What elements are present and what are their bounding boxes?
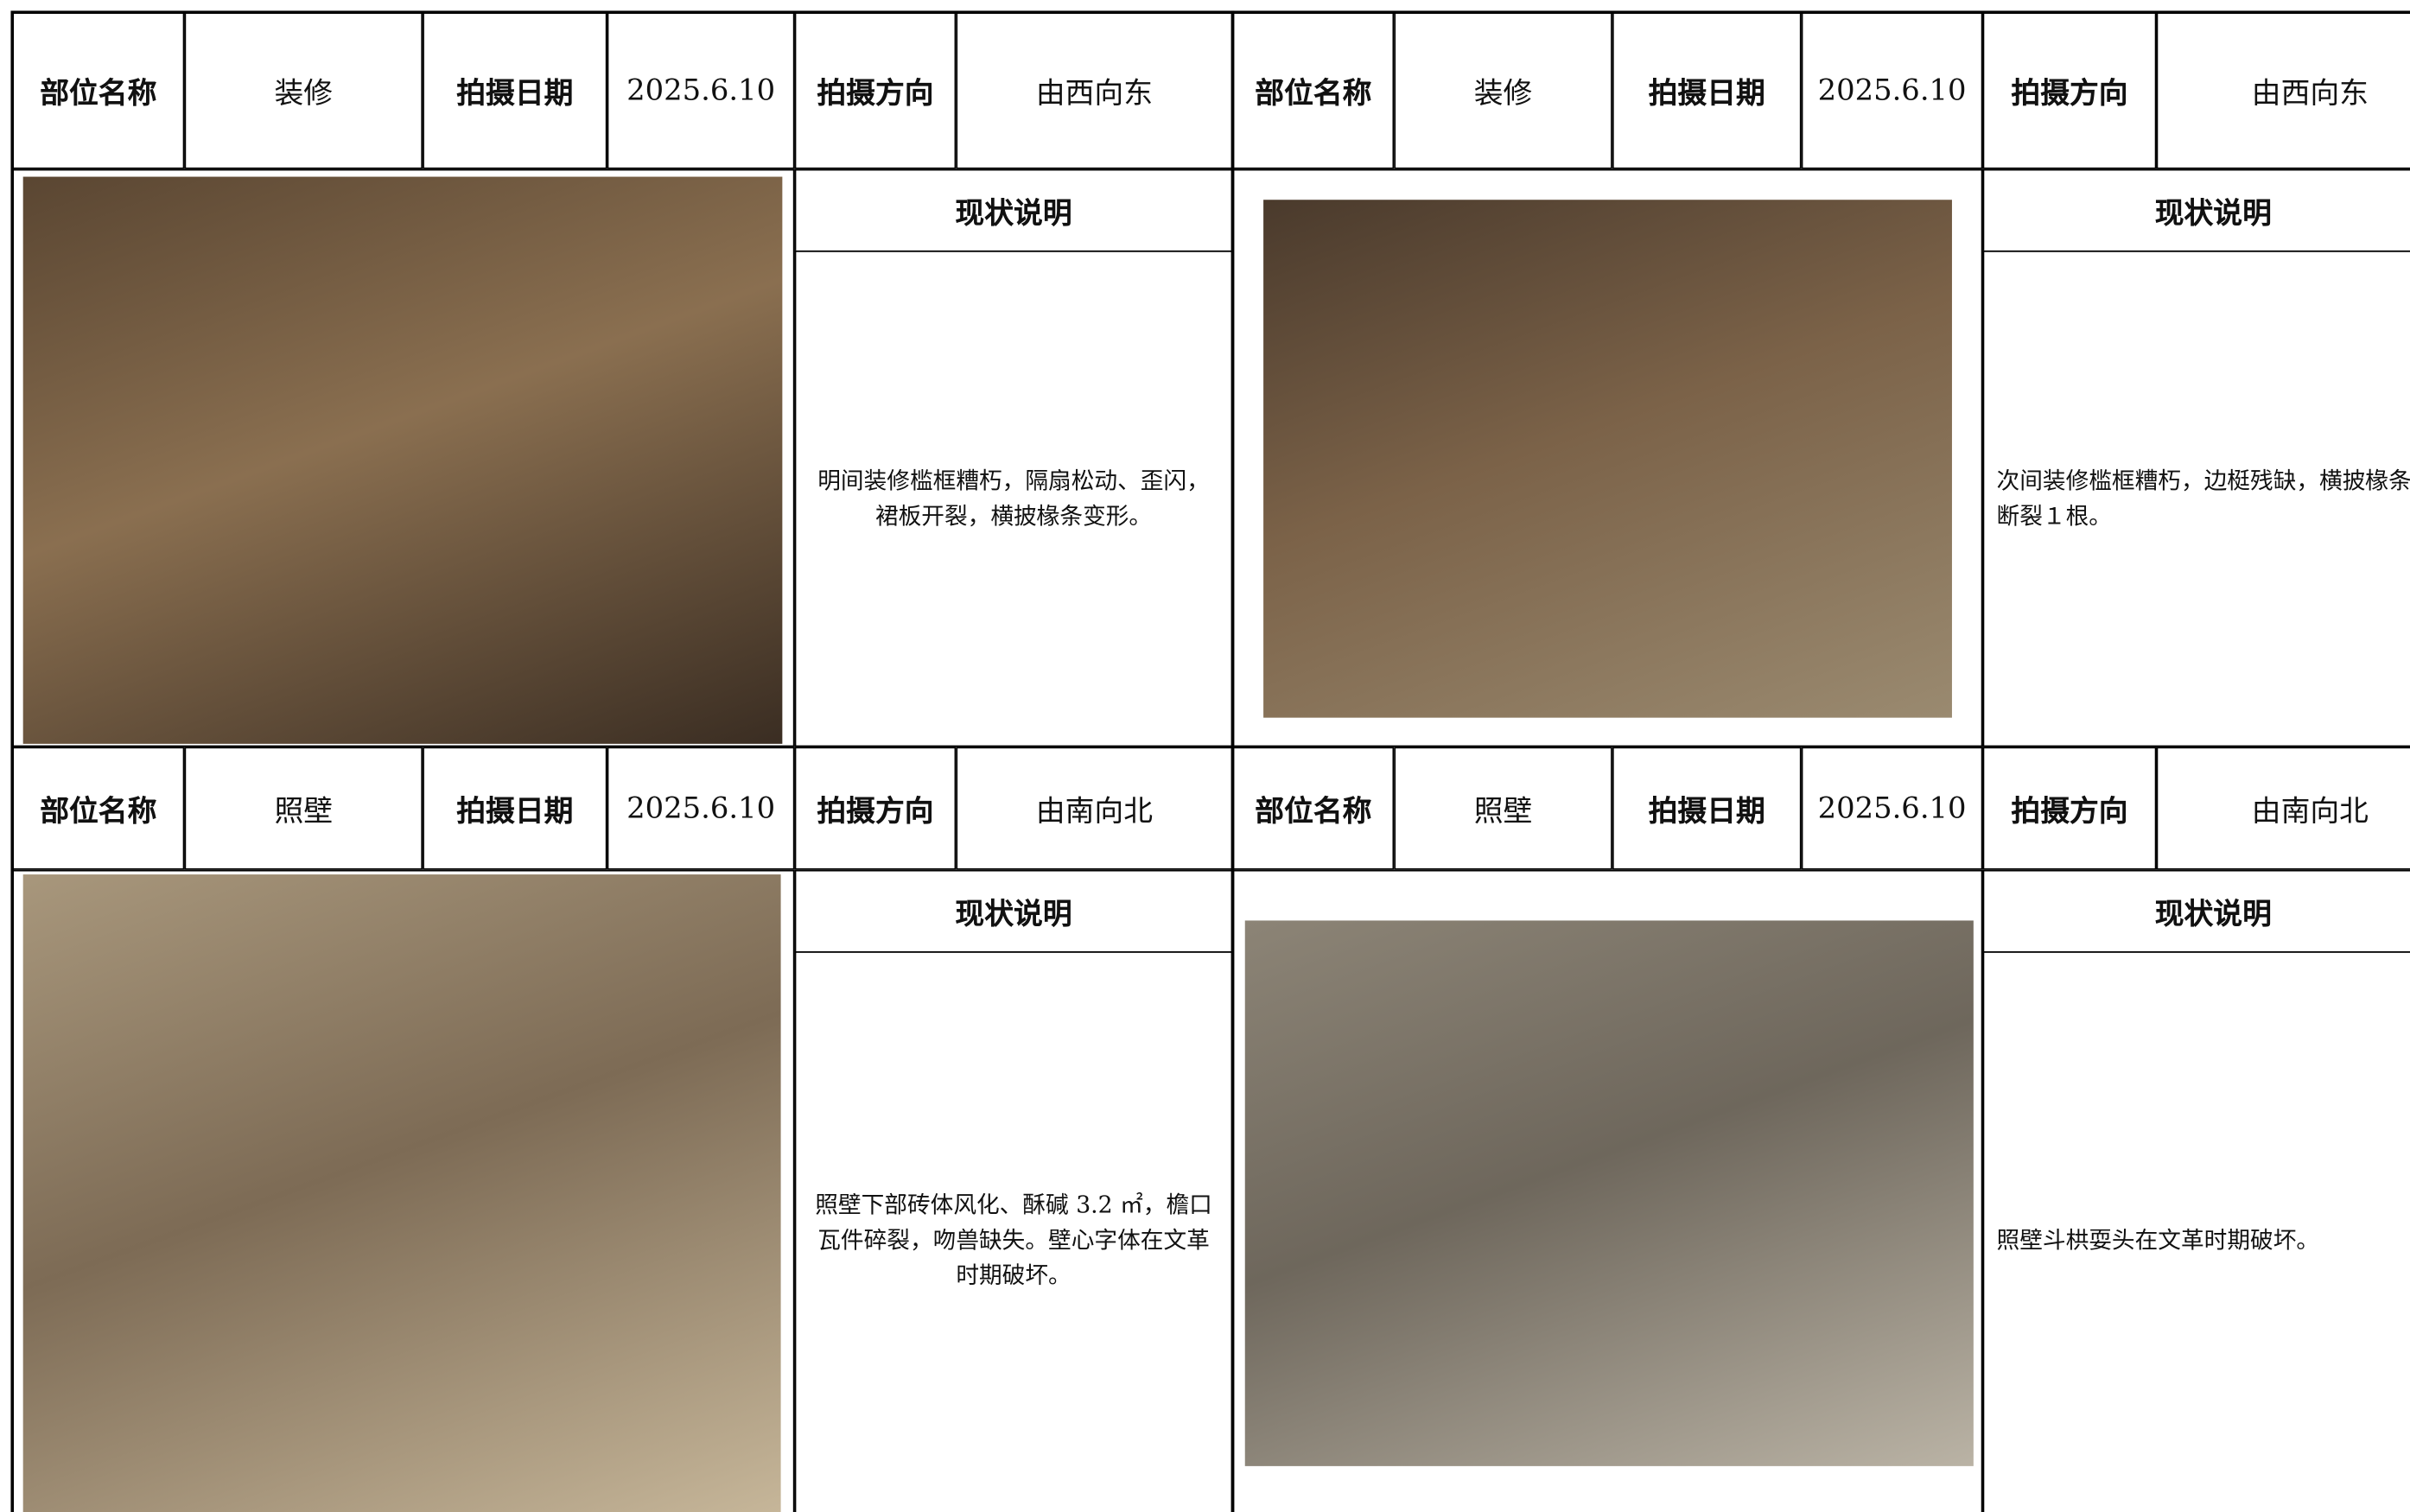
direction-label: 拍摄方向: [794, 12, 957, 169]
status-text-text: 照壁斗栱耍头在文革时期破坏。: [1996, 1226, 2320, 1255]
part-label: 部位名称: [1232, 12, 1395, 169]
part-label-text: 部位名称: [40, 793, 157, 828]
part-text: 照壁: [1473, 793, 1533, 828]
direction: 由南向北: [2156, 746, 2410, 870]
direction: 由西向东: [2156, 12, 2410, 169]
status-label-text: 现状说明: [2154, 896, 2272, 931]
status-text: 照壁斗栱耍头在文革时期破坏。: [1982, 951, 2410, 1512]
direction-label-text: 拍摄方向: [2011, 76, 2128, 111]
part-label: 部位名称: [12, 12, 185, 169]
status-label: 现状说明: [1982, 869, 2410, 953]
status-text: 照壁下部砖体风化、酥碱 3.2 ㎡，檐口瓦件碎裂，吻兽缺失。壁心字体在文革时期破…: [794, 951, 1233, 1512]
status-label: 现状说明: [1982, 168, 2410, 252]
date: 2025.6.10: [1801, 746, 1983, 870]
photo: [22, 874, 781, 1512]
part-text: 装修: [1473, 76, 1533, 111]
direction-label: 拍摄方向: [1982, 746, 2157, 870]
part: 照壁: [184, 746, 423, 870]
date-label-text: 拍摄日期: [1648, 793, 1765, 828]
status-label-text: 现状说明: [2154, 195, 2272, 230]
direction-label: 拍摄方向: [794, 746, 957, 870]
date-label: 拍摄日期: [423, 746, 607, 870]
direction-label: 拍摄方向: [1982, 12, 2157, 169]
status-text: 次间装修槛框糟朽，边梃残缺，横披椽条断裂１根。: [1982, 250, 2410, 747]
date-text: 2025.6.10: [1817, 791, 1967, 826]
part-label-text: 部位名称: [1255, 76, 1372, 111]
photo: [1244, 920, 1974, 1466]
direction: 由南向北: [956, 746, 1233, 870]
part-label-text: 部位名称: [40, 76, 157, 111]
direction-label-text: 拍摄方向: [817, 76, 934, 111]
part-label: 部位名称: [12, 746, 185, 870]
divider: [1230, 10, 1235, 1512]
status-label: 现状说明: [794, 869, 1233, 953]
direction-label-text: 拍摄方向: [817, 793, 934, 828]
date-label: 拍摄日期: [1612, 746, 1802, 870]
date-text: 2025.6.10: [626, 791, 776, 826]
part-label-text: 部位名称: [1255, 793, 1372, 828]
date-label-text: 拍摄日期: [456, 76, 574, 111]
status-text-text: 明间装修槛框糟朽，隔扇松动、歪闪，裙板开裂，横披椽条变形。: [817, 466, 1210, 530]
date-label: 拍摄日期: [1612, 12, 1802, 169]
direction-text: 由西向东: [2251, 76, 2369, 111]
part-text: 照壁: [274, 793, 334, 828]
photo: [1263, 200, 1952, 718]
date-text: 2025.6.10: [626, 73, 776, 108]
part: 装修: [1394, 12, 1612, 169]
photo: [22, 176, 783, 744]
status-text: 明间装修槛框糟朽，隔扇松动、歪闪，裙板开裂，横披椽条变形。: [794, 250, 1233, 747]
part-label: 部位名称: [1232, 746, 1395, 870]
status-text-text: 照壁下部砖体风化、酥碱 3.2 ㎡，檐口瓦件碎裂，吻兽缺失。壁心字体在文革时期破…: [815, 1191, 1212, 1290]
part: 装修: [184, 12, 423, 169]
date-label: 拍摄日期: [423, 12, 607, 169]
status-text-text: 次间装修槛框糟朽，边梃残缺，横披椽条断裂１根。: [1996, 466, 2410, 530]
direction-text: 由南向北: [1035, 793, 1154, 828]
status-label-text: 现状说明: [955, 896, 1072, 931]
status-label: 现状说明: [794, 168, 1233, 252]
part: 照壁: [1394, 746, 1612, 870]
part-text: 装修: [274, 76, 334, 111]
date: 2025.6.10: [1801, 12, 1983, 169]
date: 2025.6.10: [607, 746, 795, 870]
direction-text: 由西向东: [1035, 76, 1154, 111]
direction: 由西向东: [956, 12, 1233, 169]
direction-text: 由南向北: [2251, 793, 2369, 828]
date: 2025.6.10: [607, 12, 795, 169]
date-label-text: 拍摄日期: [1648, 76, 1765, 111]
date-text: 2025.6.10: [1817, 73, 1967, 108]
direction-label-text: 拍摄方向: [2011, 793, 2128, 828]
date-label-text: 拍摄日期: [456, 793, 574, 828]
status-label-text: 现状说明: [955, 195, 1072, 230]
